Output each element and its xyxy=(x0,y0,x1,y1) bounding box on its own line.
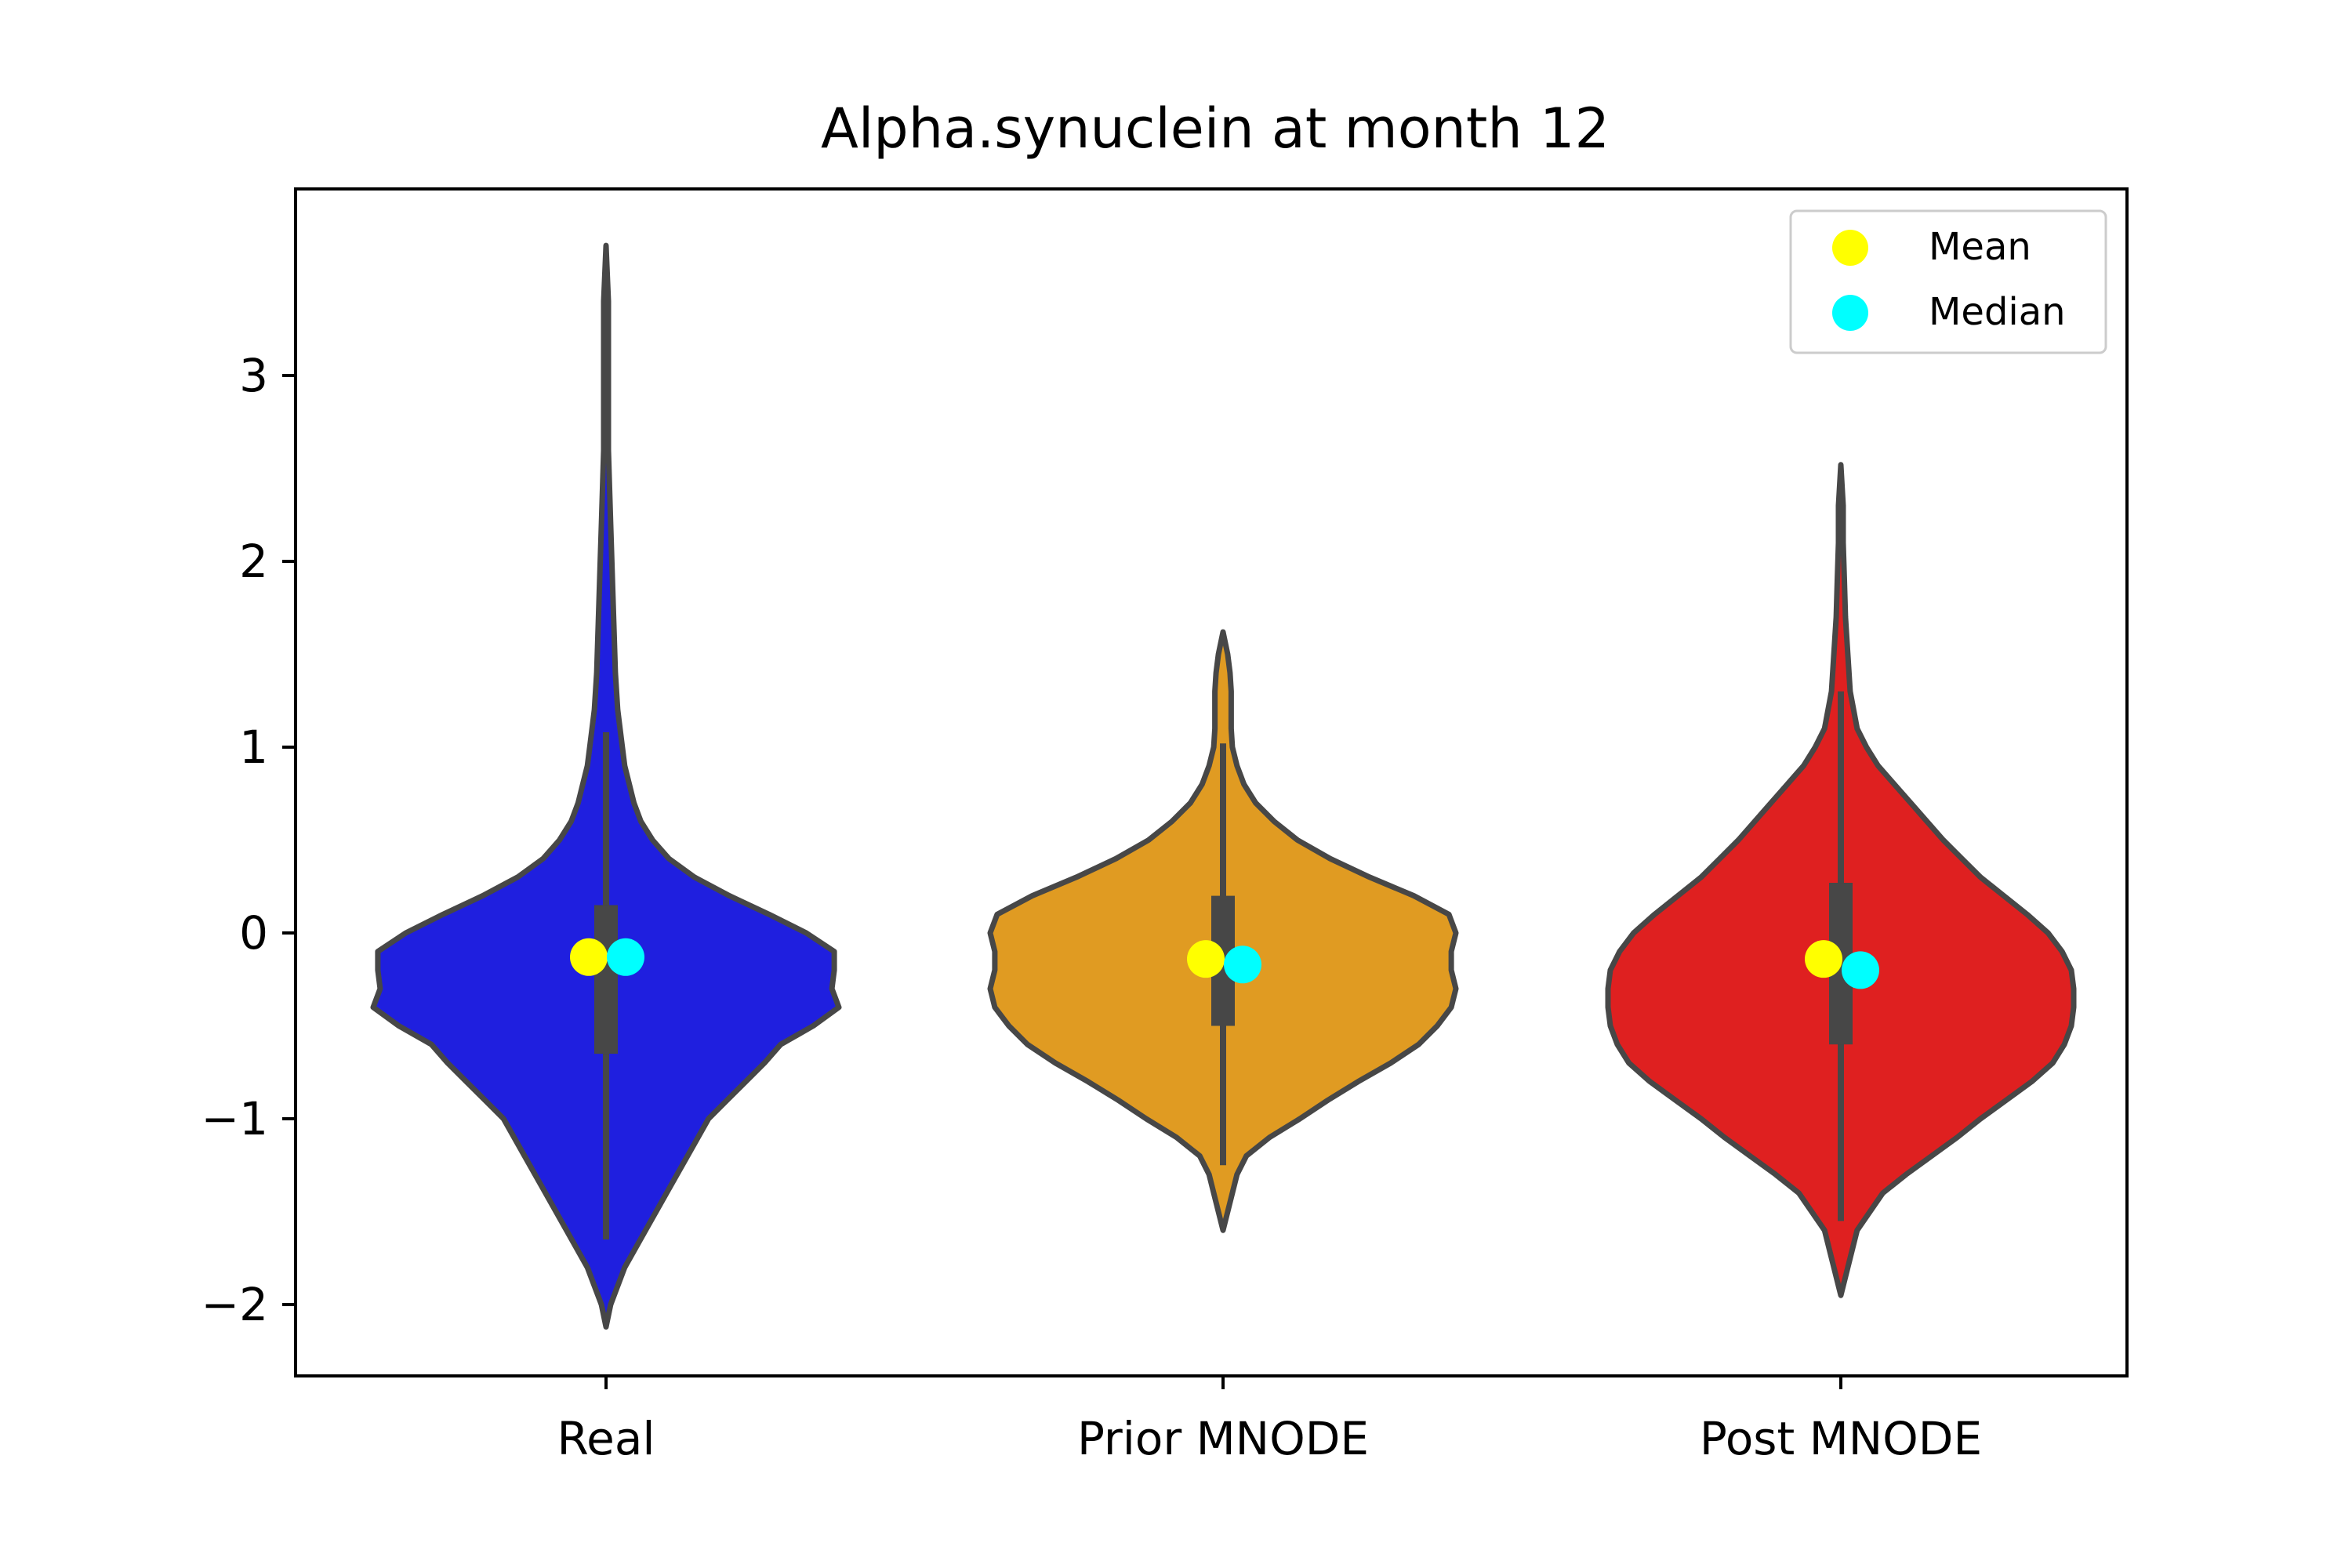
y-tick-label: 3 xyxy=(239,349,268,402)
legend-mean-marker xyxy=(1832,230,1868,266)
y-axis: −2 −1 0 1 2 3 xyxy=(201,349,296,1331)
y-tick-label: 1 xyxy=(239,720,268,774)
x-tick-label: Prior MNODE xyxy=(1077,1412,1369,1465)
plot-area xyxy=(370,242,2077,1330)
legend: Mean Median xyxy=(1789,209,2107,354)
median-marker xyxy=(1842,951,1879,989)
x-tick-label: Real xyxy=(557,1412,655,1465)
mean-marker xyxy=(1187,940,1225,978)
legend-median-label: Median xyxy=(1929,290,2066,334)
legend-median-marker xyxy=(1832,295,1868,331)
violin-prior-mnode xyxy=(987,629,1459,1233)
y-tick-label: 2 xyxy=(239,535,268,588)
y-tick-label: −1 xyxy=(201,1092,269,1145)
plot-frame xyxy=(294,187,2129,1377)
x-axis: Real Prior MNODE Post MNODE xyxy=(557,1376,1982,1465)
chart-title: Alpha.synuclein at month 12 xyxy=(821,96,1610,161)
mean-marker xyxy=(1805,940,1842,978)
violin-real xyxy=(370,242,842,1330)
violin-iqr-box xyxy=(594,905,618,1054)
median-marker xyxy=(1224,946,1261,984)
legend-box xyxy=(1789,209,2107,354)
x-tick-label: Post MNODE xyxy=(1700,1412,1982,1465)
legend-mean-label: Mean xyxy=(1929,225,2031,269)
y-tick-label: 0 xyxy=(239,906,268,960)
y-tick-label: −2 xyxy=(201,1278,269,1331)
violin-post-mnode xyxy=(1605,462,2077,1298)
mean-marker xyxy=(570,938,608,976)
median-marker xyxy=(607,938,644,976)
